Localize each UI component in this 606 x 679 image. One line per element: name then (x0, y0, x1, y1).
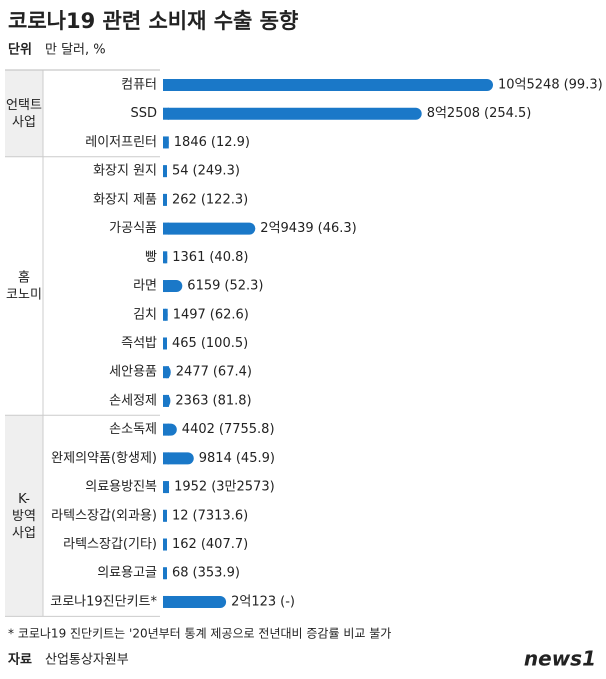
value-label: 2477 (176, 365, 209, 380)
category-label: 컴퓨터 (121, 78, 157, 93)
bar-base (163, 193, 167, 206)
category-label: 라면 (133, 279, 157, 294)
growth-label: (122.3) (201, 192, 248, 207)
growth-label: (100.5) (201, 336, 248, 351)
value-label: 262 (172, 192, 197, 207)
source-label: 자료 (8, 653, 32, 668)
logo: news1 (524, 647, 596, 671)
value-label: 12 (172, 508, 189, 523)
bar (163, 107, 422, 120)
category-label: 완제의약품(항생제) (51, 451, 157, 466)
growth-label: (46.3) (318, 221, 357, 236)
category-label: 의료용고글 (97, 566, 157, 581)
value-label: 1952 (174, 480, 207, 495)
category-label: 김치 (133, 307, 157, 322)
unit-label: 단위 (8, 42, 32, 58)
group-label: 언택트 사업 (6, 98, 42, 130)
growth-label: (62.6) (210, 307, 249, 322)
category-label: 라텍스장갑(외과용) (51, 508, 157, 523)
bar-base (163, 280, 169, 293)
growth-label: (254.5) (484, 106, 531, 121)
bar-base (163, 366, 169, 379)
group-bg (5, 415, 43, 617)
growth-label: (7313.6) (193, 508, 249, 523)
value-label: 1497 (173, 307, 206, 322)
bar-base (163, 222, 169, 235)
category-label: 코로나19진단키트* (50, 594, 157, 609)
group-label: K-방역 사업 (12, 491, 36, 540)
bar (163, 79, 493, 91)
footnote: * 코로나19 진단키트는 '20년부터 통계 제공으로 전년대비 증감률 비교… (8, 627, 391, 641)
bar-base (163, 308, 168, 321)
growth-label: (81.8) (213, 393, 252, 408)
bar (163, 595, 227, 608)
growth-label: (353.9) (193, 566, 240, 581)
category-label: 의료용방진복 (85, 480, 157, 495)
category-label: 화장지 제품 (93, 192, 157, 207)
value-label: 4402 (182, 422, 215, 437)
bar-base (163, 567, 167, 580)
group-bg (5, 70, 43, 157)
bar-base (163, 136, 169, 149)
unit: 만 달러, % (45, 43, 106, 58)
category-label: 세안용품 (109, 365, 157, 380)
category-label: 화장지 원지 (93, 164, 157, 179)
value-label: 10억5248 (498, 78, 560, 93)
growth-label: (-) (280, 594, 295, 609)
bar-base (163, 595, 169, 608)
category-label: 손세정제 (109, 393, 157, 408)
category-label: 레이저프린터 (85, 135, 157, 150)
bar-base (163, 165, 167, 178)
source: 산업통상자원부 (45, 653, 129, 668)
bar-base (163, 337, 167, 350)
value-label: 2억9439 (260, 221, 313, 236)
growth-label: (40.8) (209, 250, 248, 265)
category-label: 손소독제 (109, 422, 157, 437)
value-label: 9814 (199, 451, 232, 466)
growth-label: (45.9) (236, 451, 275, 466)
growth-label: (3만2573) (211, 480, 274, 495)
value-label: 465 (172, 336, 197, 351)
bar-base (163, 509, 167, 522)
bar-base (163, 452, 169, 465)
category-label: 가공식품 (109, 221, 157, 236)
growth-label: (52.3) (224, 279, 263, 294)
value-label: 68 (172, 566, 189, 581)
group-label: 홈 코노미 (6, 270, 42, 302)
bar-base (163, 79, 169, 91)
bar-base (163, 251, 168, 264)
growth-label: (99.3) (564, 78, 603, 93)
bar-base (163, 107, 169, 120)
bar-base (163, 423, 169, 436)
bar (163, 452, 194, 465)
growth-label: (67.4) (213, 365, 252, 380)
group-bg (5, 156, 43, 416)
bar-base (163, 481, 169, 494)
value-label: 1361 (172, 250, 205, 265)
value-label: 54 (172, 164, 189, 179)
bar (163, 222, 256, 235)
chart-title: 코로나19 관련 소비재 수출 동향 (8, 9, 298, 33)
bar-base (163, 538, 167, 551)
category-label: SSD (130, 106, 157, 121)
value-label: 6159 (187, 279, 220, 294)
growth-label: (12.9) (211, 135, 250, 150)
growth-label: (407.7) (201, 537, 248, 552)
value-label: 8억2508 (427, 106, 480, 121)
category-label: 라텍스장갑(기타) (63, 537, 157, 552)
bar-base (163, 394, 169, 407)
growth-label: (249.3) (193, 164, 240, 179)
value-label: 162 (172, 537, 197, 552)
category-label: 빵 (145, 250, 157, 265)
category-label: 즉석밥 (121, 336, 157, 351)
growth-label: (7755.8) (219, 422, 275, 437)
value-label: 2363 (175, 393, 208, 408)
value-label: 2억123 (231, 594, 276, 609)
value-label: 1846 (174, 135, 207, 150)
